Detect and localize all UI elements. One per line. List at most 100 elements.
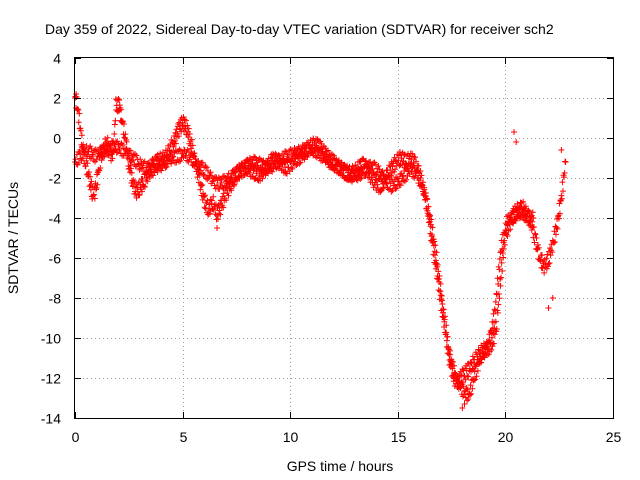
- data-point: [468, 390, 475, 397]
- data-point: [133, 194, 140, 201]
- y-tick-label: -10: [41, 331, 61, 347]
- data-point: [136, 191, 143, 198]
- data-point: [158, 155, 165, 162]
- data-point: [513, 206, 520, 213]
- data-point: [335, 170, 342, 177]
- data-point: [182, 117, 189, 124]
- data-point: [504, 222, 511, 229]
- data-point: [197, 186, 204, 193]
- data-point: [485, 345, 492, 352]
- data-point: [190, 150, 197, 157]
- data-point: [469, 353, 476, 360]
- data-point: [396, 162, 403, 169]
- data-point: [346, 173, 353, 180]
- y-tick-label: 0: [53, 131, 61, 147]
- data-point: [459, 405, 466, 411]
- data-point: [474, 353, 481, 360]
- data-point: [469, 385, 476, 392]
- data-point: [133, 152, 140, 159]
- data-point: [111, 121, 118, 128]
- data-point: [152, 163, 159, 170]
- data-point: [397, 182, 404, 189]
- data-point: [224, 190, 231, 197]
- data-point: [352, 168, 359, 175]
- data-point: [380, 170, 387, 177]
- x-tick-label: 0: [72, 429, 80, 445]
- data-point: [138, 188, 145, 195]
- data-point: [317, 145, 324, 152]
- data-point: [466, 391, 473, 398]
- data-point: [280, 155, 287, 162]
- data-point: [395, 175, 402, 182]
- data-point: [116, 97, 123, 103]
- data-point: [104, 134, 111, 141]
- data-point: [339, 172, 346, 179]
- data-point: [424, 196, 431, 203]
- data-point: [534, 241, 541, 248]
- data-point: [500, 239, 507, 246]
- data-point: [353, 176, 360, 183]
- data-point: [254, 176, 261, 183]
- data-point: [496, 266, 503, 273]
- data-point: [512, 217, 519, 224]
- data-point: [228, 170, 235, 177]
- data-point: [558, 195, 565, 202]
- data-point: [163, 152, 170, 159]
- data-point: [168, 160, 175, 167]
- data-point: [389, 187, 396, 194]
- data-point: [139, 176, 146, 183]
- data-point: [173, 159, 180, 166]
- data-point: [471, 368, 478, 375]
- data-point: [445, 346, 452, 353]
- data-point: [427, 212, 434, 219]
- data-point: [256, 155, 263, 162]
- data-point: [369, 166, 376, 173]
- data-point: [181, 116, 188, 123]
- data-point: [199, 182, 206, 189]
- data-point: [202, 163, 209, 170]
- data-point: [417, 174, 424, 181]
- data-point: [355, 171, 362, 178]
- data-point: [333, 162, 340, 169]
- data-point: [229, 167, 236, 174]
- data-point: [464, 386, 471, 393]
- data-point: [160, 159, 167, 166]
- data-point: [293, 162, 300, 169]
- x-tick-label: 10: [283, 429, 299, 445]
- data-point: [197, 167, 204, 174]
- data-point: [225, 192, 232, 199]
- x-axis: 0 5 10 15 20 25: [72, 58, 622, 445]
- data-point: [231, 176, 238, 183]
- data-point: [380, 184, 387, 191]
- data-point: [525, 207, 532, 214]
- data-point: [437, 288, 444, 295]
- data-point: [562, 159, 569, 165]
- data-point: [384, 179, 391, 186]
- data-point: [481, 354, 488, 361]
- data-point: [478, 359, 485, 366]
- data-point: [238, 170, 245, 177]
- data-point: [136, 166, 143, 173]
- data-point: [313, 154, 320, 161]
- data-point: [530, 215, 537, 221]
- data-point: [85, 148, 92, 155]
- data-point: [162, 164, 169, 171]
- x-tick-label: 25: [606, 429, 622, 445]
- data-point: [471, 377, 478, 384]
- data-point: [395, 157, 402, 164]
- y-axis-label: SDTVAR / TECUs: [5, 182, 21, 294]
- data-point: [92, 146, 99, 153]
- data-point: [507, 214, 514, 221]
- data-point: [445, 343, 452, 350]
- data-point: [513, 139, 520, 145]
- data-point: [324, 159, 331, 166]
- data-point: [130, 183, 137, 190]
- data-point: [113, 149, 120, 156]
- data-point: [556, 210, 563, 217]
- data-point: [334, 158, 341, 165]
- data-point: [554, 225, 561, 232]
- data-point: [235, 173, 242, 180]
- data-point: [498, 274, 505, 281]
- data-point: [75, 106, 82, 113]
- data-point: [444, 333, 451, 340]
